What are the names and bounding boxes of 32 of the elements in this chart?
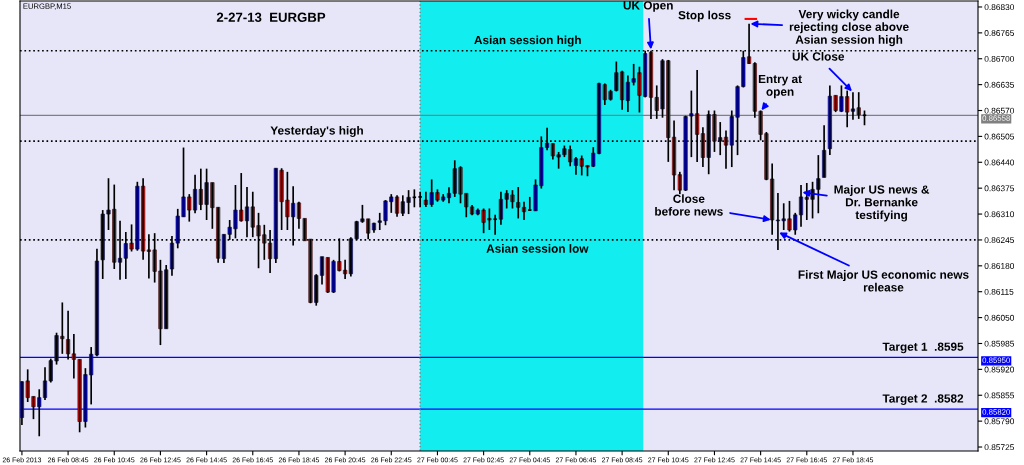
y-tick-label: 0.86310 [984,211,1015,218]
y-tick-label: 0.86115 [984,288,1014,295]
annotation: Stop loss [678,10,731,22]
annotation: UK Close [792,51,845,61]
text: 2-27-13 EURGBP [216,12,326,22]
y-tick-label: 0.86505 [984,133,1015,140]
annotation: Entry at open [758,74,802,99]
y-tick-label: 0.86700 [984,55,1015,62]
annotation: First Major US economic news release [798,270,969,292]
annotation: Major US news & Dr. Bernanke testifying [834,185,930,222]
y-tick-label: 0.86765 [984,30,1015,36]
y-tick-label: 0.85920 [984,366,1015,373]
y-tick-label: 0.86180 [984,263,1015,269]
y-tick-label: 0.86050 [984,314,1015,321]
ref-line-label: Yesterday's high [270,125,363,138]
ref-line-label: Asian session high [474,35,581,47]
y-tick-label: 0.86440 [984,159,1015,166]
ref-line-label: Target 1 .8595 [882,342,964,354]
y-tick-label: 0.85985 [984,340,1015,347]
annotation: Close before news [655,194,723,216]
y-tick-label: 0.86635 [984,81,1015,88]
y-tick-label: 0.86830 [984,4,1015,11]
y-tick-label: 0.86245 [984,237,1015,244]
y-tick-label: 0.86375 [984,185,1015,192]
ref-line-label: Target 2 .8582 [882,394,964,406]
annotation: UK Open [623,1,673,12]
y-tick-label: 0.86570 [984,107,1015,114]
y-tick-label: 0.85725 [984,444,1015,451]
ref-line-label: Asian session low [486,244,589,253]
y-tick-label: 0.85790 [984,418,1015,425]
annotation: Very wicky candle rejecting close above Asian session high [789,9,909,47]
y-tick-label: 0.85855 [984,392,1015,399]
